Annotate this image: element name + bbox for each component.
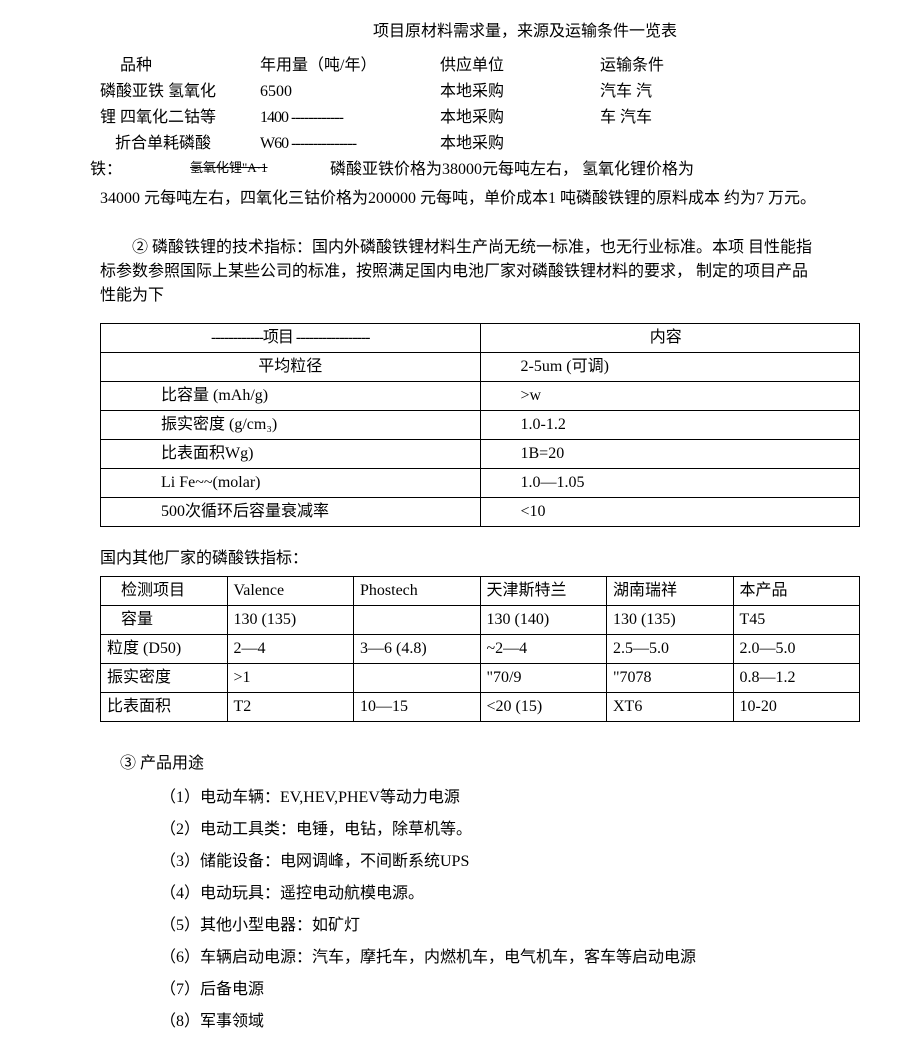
materials-row3-col1: 折合单耗磷酸 bbox=[100, 132, 260, 156]
materials-row1-col2: 6500 bbox=[260, 80, 440, 104]
compare-r3c1: T2 bbox=[227, 693, 354, 722]
spec-row1-col2: >w bbox=[480, 382, 860, 411]
spec-row1-col1: 比容量 (mAh/g) bbox=[101, 382, 481, 411]
spec-row0-col1: 平均粒径 bbox=[101, 353, 481, 382]
usage-item-7: （8）军事领域 bbox=[160, 1010, 900, 1034]
materials-row2-col2: 1400 ------------ bbox=[260, 106, 440, 130]
compare-r0c3: 130 (140) bbox=[480, 606, 607, 635]
compare-r3c5: 10-20 bbox=[733, 693, 860, 722]
materials-header-col1: 品种 bbox=[100, 54, 260, 78]
spec-row5-col1: 500次循环后容量衰减率 bbox=[101, 498, 481, 527]
cost-paragraph: 34000 元每吨左右，四氧化三钴价格为200000 元每吨，单价成本1 吨磷酸… bbox=[100, 187, 820, 211]
compare-table: 检测项目 Valence Phostech 天津斯特兰 湖南瑞祥 本产品 容量 … bbox=[100, 576, 860, 722]
compare-r0c4: 130 (135) bbox=[607, 606, 734, 635]
materials-row3-col3: 本地采购 bbox=[440, 132, 600, 156]
materials-table: 品种 年用量（吨/年） 供应单位 运输条件 磷酸亚铁 氢氧化 6500 本地采购… bbox=[100, 54, 900, 182]
materials-row2-col1: 锂 四氧化二钴等 bbox=[100, 106, 260, 130]
compare-r3c2: 10—15 bbox=[354, 693, 481, 722]
materials-row1-col1: 磷酸亚铁 氢氧化 bbox=[100, 80, 260, 104]
materials-row2-col4: 车 汽车 bbox=[600, 106, 760, 130]
compare-r1c5: 2.0—5.0 bbox=[733, 635, 860, 664]
materials-row3-col2: W60 --------------- bbox=[260, 132, 440, 156]
spec-row3-col2: 1B=20 bbox=[480, 440, 860, 469]
compare-r1c2: 3—6 (4.8) bbox=[354, 635, 481, 664]
materials-row1-col3: 本地采购 bbox=[440, 80, 600, 104]
materials-row3-col4 bbox=[600, 132, 760, 156]
spec-table: ------------项目 ----------------- 内容 平均粒径… bbox=[100, 323, 860, 527]
materials-header-col4: 运输条件 bbox=[600, 54, 760, 78]
usage-item-4: （5）其他小型电器：如矿灯 bbox=[160, 914, 900, 938]
usage-list: （1）电动车辆：EV,HEV,PHEV等动力电源 （2）电动工具类：电锤，电钻，… bbox=[160, 786, 900, 1034]
compare-r2c0: 振实密度 bbox=[101, 664, 228, 693]
usage-item-0: （1）电动车辆：EV,HEV,PHEV等动力电源 bbox=[160, 786, 900, 810]
spec-row2-col2: 1.0-1.2 bbox=[480, 411, 860, 440]
section3-title: ③ 产品用途 bbox=[120, 752, 900, 776]
compare-r1c3: ~2—4 bbox=[480, 635, 607, 664]
spec-row2-col1: 振实密度 (g/cm₃) bbox=[101, 411, 481, 440]
compare-h3: 天津斯特兰 bbox=[480, 577, 607, 606]
section3: ③ 产品用途 （1）电动车辆：EV,HEV,PHEV等动力电源 （2）电动工具类… bbox=[120, 752, 900, 1034]
spec-row4-col1: Li Fe~~(molar) bbox=[101, 469, 481, 498]
compare-h0: 检测项目 bbox=[101, 577, 228, 606]
spec-row3-col1: 比表面积Wg) bbox=[101, 440, 481, 469]
compare-h2: Phostech bbox=[354, 577, 481, 606]
compare-r2c2 bbox=[354, 664, 481, 693]
compare-r0c1: 130 (135) bbox=[227, 606, 354, 635]
spec-row4-col2: 1.0—1.05 bbox=[480, 469, 860, 498]
compare-r0c2 bbox=[354, 606, 481, 635]
compare-r1c1: 2—4 bbox=[227, 635, 354, 664]
materials-row4-rest: 磷酸亚铁价格为38000元每吨左右， 氢氧化锂价格为 bbox=[330, 158, 694, 182]
materials-header-col3: 供应单位 bbox=[440, 54, 600, 78]
compare-r3c4: XT6 bbox=[607, 693, 734, 722]
spec-header-col1: ------------项目 ----------------- bbox=[101, 324, 481, 353]
compare-h1: Valence bbox=[227, 577, 354, 606]
compare-r2c1: >1 bbox=[227, 664, 354, 693]
compare-r2c4: "7078 bbox=[607, 664, 734, 693]
spec-row0-col2: 2-5um (可调) bbox=[480, 353, 860, 382]
materials-header-col2: 年用量（吨/年） bbox=[260, 54, 440, 78]
compare-r0c5: T45 bbox=[733, 606, 860, 635]
compare-r3c3: <20 (15) bbox=[480, 693, 607, 722]
usage-item-6: （7）后备电源 bbox=[160, 978, 900, 1002]
materials-row2-col3: 本地采购 bbox=[440, 106, 600, 130]
compare-h5: 本产品 bbox=[733, 577, 860, 606]
usage-item-2: （3）储能设备：电网调峰，不间断系统UPS bbox=[160, 850, 900, 874]
document-title: 项目原材料需求量，来源及运输条件一览表 bbox=[20, 20, 900, 44]
materials-row4-small: 氢氧化锂"A·1 bbox=[190, 158, 330, 182]
compare-r1c4: 2.5—5.0 bbox=[607, 635, 734, 664]
spec-header-col2: 内容 bbox=[480, 324, 860, 353]
usage-item-3: （4）电动玩具：遥控电动航模电源。 bbox=[160, 882, 900, 906]
usage-item-1: （2）电动工具类：电锤，电钻，除草机等。 bbox=[160, 818, 900, 842]
usage-item-5: （6）车辆启动电源：汽车，摩托车，内燃机车，电气机车，客车等启动电源 bbox=[160, 946, 900, 970]
compare-r3c0: 比表面积 bbox=[101, 693, 228, 722]
spec-row5-col2: <10 bbox=[480, 498, 860, 527]
compare-r1c0: 粒度 (D50) bbox=[101, 635, 228, 664]
compare-r2c3: "70/9 bbox=[480, 664, 607, 693]
compare-r0c0: 容量 bbox=[101, 606, 228, 635]
compare-label: 国内其他厂家的磷酸铁指标： bbox=[100, 547, 900, 571]
materials-row1-col4: 汽车 汽 bbox=[600, 80, 760, 104]
section2-paragraph: ② 磷酸铁锂的技术指标：国内外磷酸铁锂材料生产尚无统一标准，也无行业标准。本项 … bbox=[100, 236, 820, 308]
materials-row4-col1: 铁： bbox=[90, 158, 190, 182]
compare-h4: 湖南瑞祥 bbox=[607, 577, 734, 606]
compare-r2c5: 0.8—1.2 bbox=[733, 664, 860, 693]
